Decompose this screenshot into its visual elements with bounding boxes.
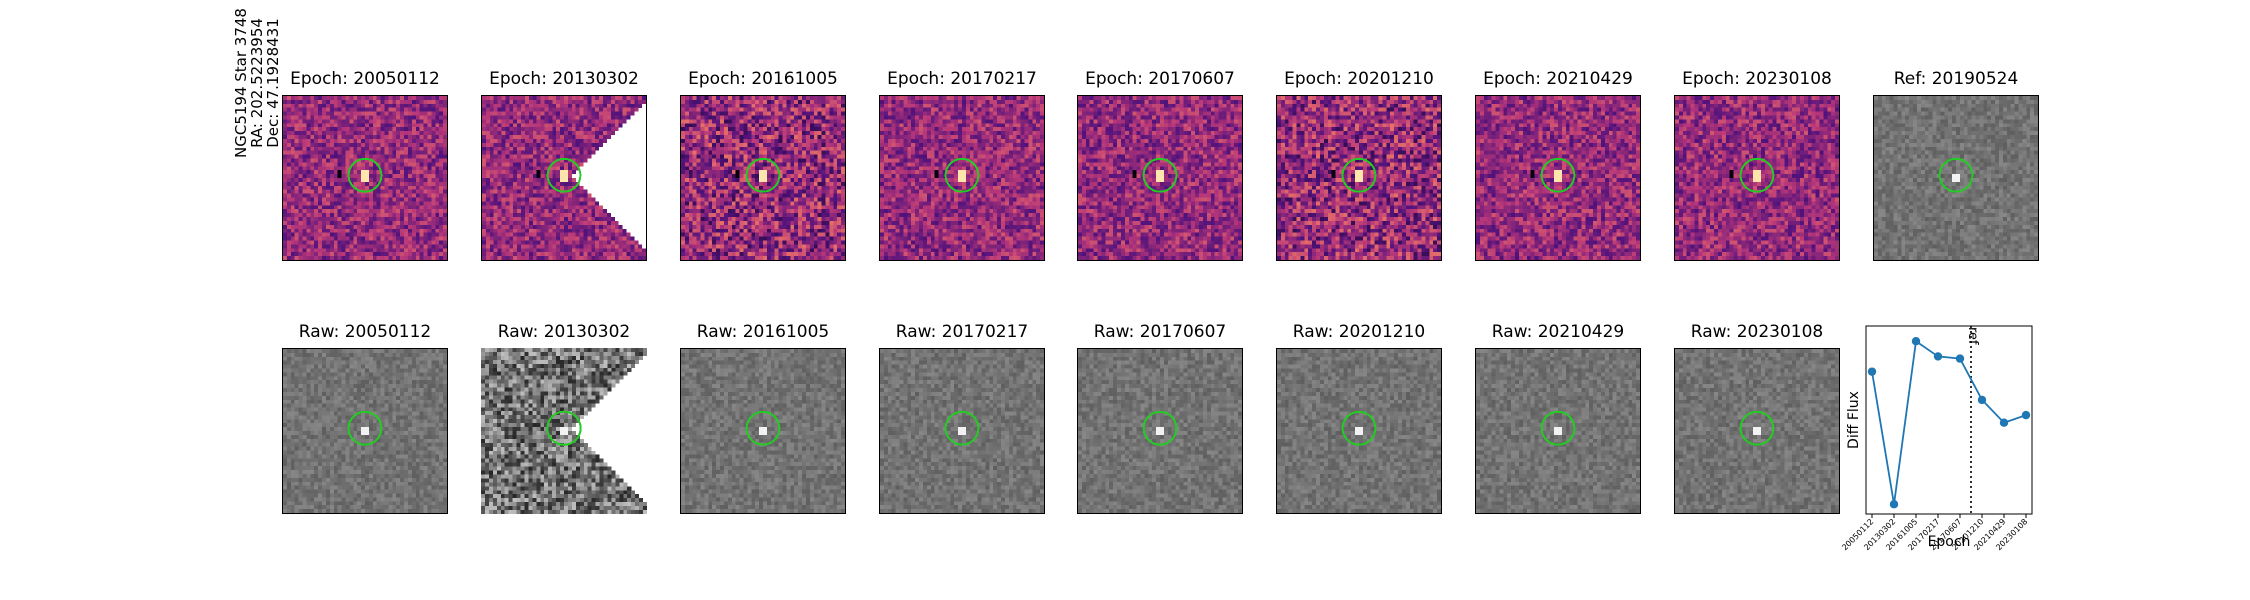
aperture-circle <box>1142 410 1178 446</box>
aperture-circle <box>1739 410 1775 446</box>
raw-panel: Raw: 20170217 <box>879 322 1045 514</box>
data-point <box>1977 395 1987 405</box>
difference-title: Epoch: 20210429 <box>1435 69 1681 89</box>
difference-panel: Epoch: 20170607 <box>1077 69 1243 261</box>
light-curve-chart: ref2005011220130302201610052017021720170… <box>1840 325 2033 552</box>
difference-panel: Epoch: 20050112 <box>282 69 448 261</box>
difference-cutout-image <box>282 95 448 261</box>
raw-title: Raw: 20230108 <box>1634 322 1880 342</box>
raw-panel: Raw: 20170607 <box>1077 322 1243 514</box>
difference-panel: Epoch: 20161005 <box>680 69 846 261</box>
aperture-circle <box>1540 410 1576 446</box>
difference-panel: Epoch: 20201210 <box>1276 69 1442 261</box>
aperture-circle <box>1938 157 1974 193</box>
x-axis-label: Epoch <box>1928 534 1971 550</box>
difference-title: Epoch: 20161005 <box>640 69 886 89</box>
ref-label: ref <box>1965 327 1980 345</box>
aperture-circle <box>1341 410 1377 446</box>
difference-title: Epoch: 20170217 <box>839 69 1085 89</box>
aperture-circle <box>944 157 980 193</box>
raw-cutout-image <box>1077 348 1243 514</box>
raw-panel: Raw: 20130302 <box>481 322 647 514</box>
aperture-circle <box>347 157 383 193</box>
reference-title: Ref: 20190524 <box>1833 69 2079 89</box>
reference-cutout-image <box>1873 95 2039 261</box>
raw-panel: Raw: 20161005 <box>680 322 846 514</box>
difference-title: Epoch: 20050112 <box>242 69 488 89</box>
aperture-circle <box>944 410 980 446</box>
raw-panel: Raw: 20230108 <box>1674 322 1840 514</box>
raw-panel: Raw: 20050112 <box>282 322 448 514</box>
raw-cutout-image <box>1276 348 1442 514</box>
aperture-circle <box>546 410 582 446</box>
difference-title: Epoch: 20201210 <box>1236 69 1482 89</box>
difference-cutout-image <box>879 95 1045 261</box>
difference-title: Epoch: 20170607 <box>1037 69 1283 89</box>
difference-panel: Epoch: 20170217 <box>879 69 1045 261</box>
data-point <box>1955 354 1965 363</box>
difference-cutout-image <box>1475 95 1641 261</box>
aperture-circle <box>1739 157 1775 193</box>
aperture-circle <box>1142 157 1178 193</box>
data-point <box>2021 410 2031 420</box>
difference-panel: Epoch: 20230108 <box>1674 69 1840 261</box>
y-axis-label: Diff Flux <box>1846 391 1862 449</box>
raw-cutout-image <box>1674 348 1840 514</box>
difference-cutout-image <box>1276 95 1442 261</box>
difference-panel: Epoch: 20130302 <box>481 69 647 261</box>
raw-panel: Raw: 20210429 <box>1475 322 1641 514</box>
difference-cutout-image <box>481 95 647 261</box>
difference-title: Epoch: 20230108 <box>1634 69 1880 89</box>
raw-cutout-image <box>481 348 647 514</box>
raw-cutout-image <box>282 348 448 514</box>
aperture-circle <box>1540 157 1576 193</box>
difference-panel: Epoch: 20210429 <box>1475 69 1641 261</box>
aperture-circle <box>546 157 582 193</box>
reference-panel: Ref: 20190524 <box>1873 69 2039 261</box>
series-line <box>1871 339 2027 505</box>
aperture-circle <box>1341 157 1377 193</box>
raw-title: Raw: 20201210 <box>1236 322 1482 342</box>
data-point <box>1933 352 1943 361</box>
data-point <box>1889 500 1899 509</box>
raw-title: Raw: 20161005 <box>640 322 886 342</box>
raw-title: Raw: 20050112 <box>242 322 488 342</box>
raw-cutout-image <box>879 348 1045 514</box>
aperture-circle <box>745 410 781 446</box>
aperture-circle <box>745 157 781 193</box>
raw-title: Raw: 20210429 <box>1435 322 1681 342</box>
difference-cutout-image <box>1077 95 1243 261</box>
difference-cutout-image <box>1674 95 1840 261</box>
raw-title: Raw: 20170217 <box>839 322 1085 342</box>
data-point <box>1867 367 1877 376</box>
raw-cutout-image <box>1475 348 1641 514</box>
data-point <box>1999 418 2009 427</box>
light-curve-panel: ref 20050112 20130302 20161005 20170217 20170… <box>1840 323 2033 552</box>
data-point <box>1911 337 1921 346</box>
aperture-circle <box>347 410 383 446</box>
raw-title: Raw: 20170607 <box>1037 322 1283 342</box>
raw-cutout-image <box>680 348 846 514</box>
raw-title: Raw: 20130302 <box>441 322 687 342</box>
raw-panel: Raw: 20201210 <box>1276 322 1442 514</box>
plot-frame <box>1865 325 2033 515</box>
difference-title: Epoch: 20130302 <box>441 69 687 89</box>
difference-cutout-image <box>680 95 846 261</box>
